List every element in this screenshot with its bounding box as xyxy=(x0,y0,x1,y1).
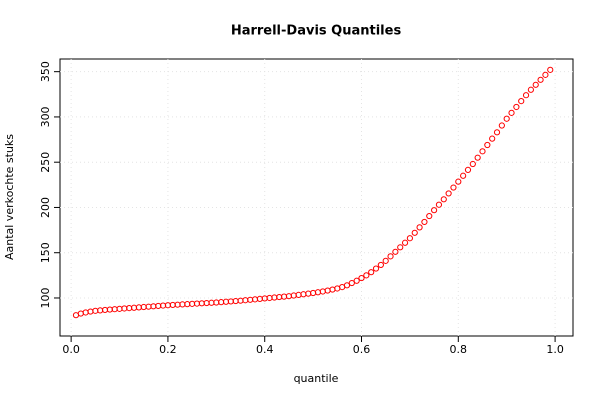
point xyxy=(498,122,505,129)
x-axis-label: quantile xyxy=(294,372,339,385)
point xyxy=(522,92,530,99)
plot-frame xyxy=(59,58,574,337)
point xyxy=(455,178,462,185)
y-tick-label: 200 xyxy=(39,197,52,218)
point xyxy=(329,286,336,293)
point xyxy=(445,190,452,197)
point xyxy=(319,288,326,295)
y-axis-label: Aantal verkochte stuks xyxy=(3,134,16,260)
point xyxy=(348,279,355,287)
y-tick-label: 350 xyxy=(39,61,52,82)
point xyxy=(87,308,94,315)
point xyxy=(493,129,501,136)
point xyxy=(426,212,433,220)
point xyxy=(532,81,539,88)
point xyxy=(484,141,491,149)
point xyxy=(479,148,486,155)
point xyxy=(508,109,515,116)
point xyxy=(440,196,447,203)
y-tick-label: 100 xyxy=(39,287,52,308)
y-tick-label: 250 xyxy=(39,152,52,173)
point xyxy=(372,265,380,272)
x-tick-label: 0.2 xyxy=(159,343,177,356)
point xyxy=(406,235,414,242)
point xyxy=(503,115,510,122)
point xyxy=(343,282,351,289)
point xyxy=(392,248,399,255)
point xyxy=(324,287,331,294)
point xyxy=(489,135,496,142)
point xyxy=(377,261,384,269)
point xyxy=(82,309,89,316)
point xyxy=(513,103,520,111)
point xyxy=(527,86,534,93)
point xyxy=(431,207,438,214)
point xyxy=(397,244,404,251)
point xyxy=(469,160,476,168)
point xyxy=(547,66,554,73)
point xyxy=(358,274,365,282)
point xyxy=(387,253,394,260)
point xyxy=(353,277,360,284)
point xyxy=(421,218,428,226)
point xyxy=(363,272,370,279)
point xyxy=(77,310,84,317)
point xyxy=(314,289,322,296)
point xyxy=(537,76,544,83)
chart-title: Harrell-Davis Quantiles xyxy=(231,24,402,39)
x-tick-label: 0.0 xyxy=(62,343,80,356)
point xyxy=(382,257,389,264)
x-tick-label: 0.4 xyxy=(256,343,274,356)
point xyxy=(542,71,549,78)
point xyxy=(416,224,423,231)
point xyxy=(464,166,472,173)
point xyxy=(368,269,375,276)
point xyxy=(460,172,467,179)
point xyxy=(401,239,409,246)
x-tick-label: 0.6 xyxy=(353,343,371,356)
x-tick-label: 0.8 xyxy=(450,343,468,356)
x-tick-label: 1.0 xyxy=(546,343,564,356)
y-tick-label: 150 xyxy=(39,242,52,263)
point xyxy=(411,229,418,236)
y-tick-label: 300 xyxy=(39,106,52,127)
point xyxy=(518,97,525,105)
point xyxy=(450,184,457,191)
point xyxy=(474,154,481,161)
point xyxy=(435,201,443,208)
